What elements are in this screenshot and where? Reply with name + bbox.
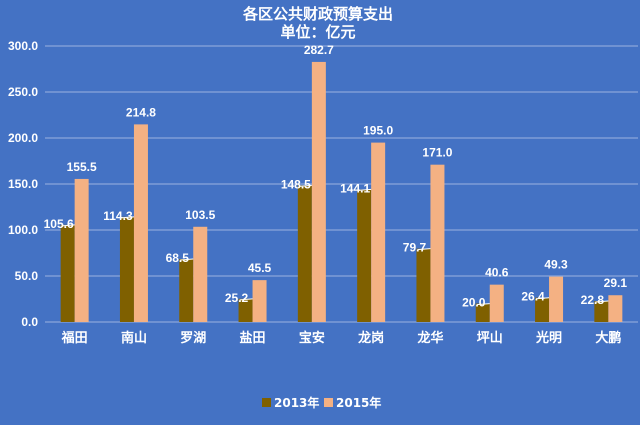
bar-series1	[60, 224, 75, 322]
label-leader	[417, 248, 431, 251]
x-tick-label: 南山	[121, 330, 147, 346]
x-tick-label: 罗湖	[180, 331, 206, 346]
label-leader	[595, 300, 609, 303]
bar-series1	[594, 301, 609, 322]
bar-series2	[133, 124, 148, 322]
data-label: 40.6	[485, 266, 509, 280]
bar-series2	[608, 295, 623, 322]
bar-series2	[371, 142, 386, 322]
chart-subtitle: 单位：亿元	[280, 23, 355, 41]
legend-label: 2013年	[274, 395, 319, 410]
data-label: 148.5	[281, 177, 311, 191]
bar-series1	[119, 216, 134, 322]
bar-series1	[297, 185, 312, 322]
bar-series2	[311, 61, 326, 322]
data-label: 214.8	[126, 105, 156, 119]
label-leader	[239, 298, 253, 301]
x-tick-label: 龙岗	[358, 330, 384, 346]
data-label: 22.8	[581, 293, 605, 307]
x-tick-label: 宝安	[299, 330, 325, 346]
bar-series1	[238, 298, 253, 322]
bar-series2	[252, 280, 267, 322]
x-tick-label: 坪山	[477, 330, 503, 346]
y-tick-label: 150.0	[8, 177, 38, 191]
y-tick-label: 250.0	[8, 85, 38, 99]
x-tick-label: 福田	[61, 330, 88, 346]
legend: 2013年 2015年	[262, 395, 381, 410]
label-leader	[358, 188, 372, 191]
data-label: 155.5	[67, 160, 97, 174]
data-label: 45.5	[248, 261, 272, 275]
data-label: 114.3	[103, 209, 133, 223]
y-tick-label: 200.0	[8, 131, 38, 145]
label-leader	[476, 303, 490, 306]
data-label: 282.7	[304, 43, 334, 57]
bar-series1	[357, 189, 372, 322]
legend-swatch	[324, 398, 333, 407]
x-tick-label: 大鹏	[595, 330, 621, 346]
y-tick-label: 0.0	[21, 315, 38, 329]
label-leader	[120, 216, 134, 219]
data-label: 20.0	[462, 296, 486, 310]
y-axis-ticks: 0.0 50.0 100.0 150.0 200.0 250.0 300.0	[8, 39, 38, 329]
bar-series1	[416, 248, 431, 322]
bars	[60, 61, 623, 322]
chart-title: 各区公共财政预算支出	[242, 5, 393, 23]
y-tick-label: 50.0	[15, 269, 39, 283]
label-leader	[180, 258, 194, 261]
data-label: 79.7	[403, 241, 427, 255]
label-leader	[298, 184, 312, 187]
data-label: 26.4	[521, 290, 545, 304]
bar-series1	[535, 297, 550, 322]
legend-swatch	[262, 398, 271, 407]
label-leaders	[61, 184, 609, 306]
data-label: 144.1	[340, 181, 370, 195]
x-tick-label: 盐田	[240, 330, 266, 346]
x-tick-label: 光明	[535, 330, 562, 346]
data-label: 25.2	[225, 291, 249, 305]
data-labels: 105.6 155.5 114.3 214.8 68.5 103.5 25.2 45.5 148…	[44, 43, 628, 310]
y-tick-label: 300.0	[8, 39, 38, 53]
label-leader	[536, 297, 550, 300]
bar-series2	[549, 276, 564, 322]
bar-series2	[74, 178, 89, 322]
data-label: 68.5	[166, 251, 190, 265]
data-label: 49.3	[544, 258, 568, 272]
data-label: 29.1	[604, 276, 628, 290]
data-label: 171.0	[422, 146, 452, 160]
bar-series1	[475, 303, 490, 322]
x-tick-label: 龙华	[417, 330, 443, 346]
label-leader	[61, 224, 75, 227]
y-tick-label: 100.0	[8, 223, 38, 237]
bar-series1	[179, 258, 194, 322]
bar-series2	[489, 284, 504, 322]
data-label: 105.6	[44, 217, 74, 231]
legend-label: 2015年	[336, 395, 381, 410]
data-label: 195.0	[363, 124, 393, 138]
x-axis-categories: 福田 南山 罗湖 盐田 宝安 龙岗 龙华 坪山 光明 大鹏	[61, 330, 622, 346]
bar-series2	[430, 164, 445, 322]
bar-series2	[193, 226, 208, 322]
data-label: 103.5	[185, 208, 215, 222]
